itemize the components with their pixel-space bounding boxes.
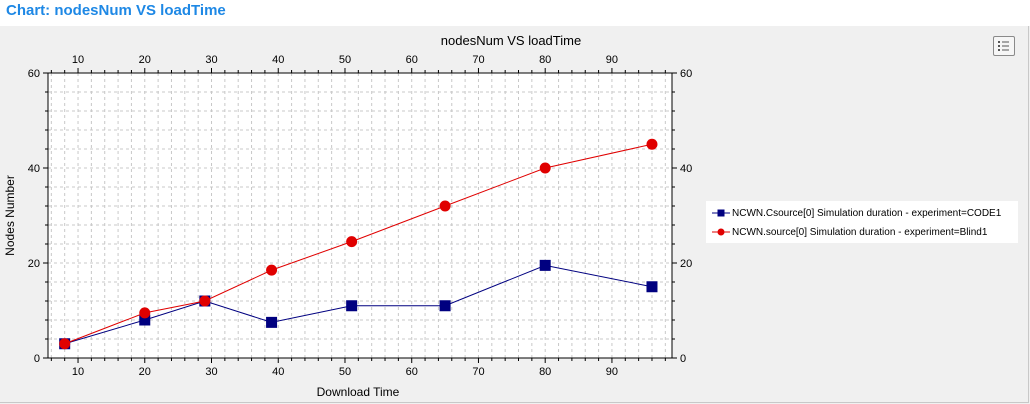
data-point-circle — [646, 138, 658, 150]
grid — [48, 72, 672, 359]
x-tick-label-bottom: 60 — [406, 366, 418, 378]
x-tick-label-top: 10 — [72, 54, 84, 66]
y-tick-label-left: 60 — [28, 68, 40, 80]
y-tick-label-left: 40 — [28, 163, 40, 175]
x-tick-label-bottom: 50 — [339, 366, 351, 378]
x-tick-label-bottom: 90 — [606, 366, 618, 378]
y-tick-label-right: 20 — [680, 258, 692, 270]
y-tick-label-right: 60 — [680, 68, 692, 80]
x-tick-label-top: 70 — [472, 54, 484, 66]
series-line-1 — [64, 143, 653, 345]
legend: NCWN.Csource[0] Simulation duration - ex… — [706, 201, 1018, 243]
page-title: Chart: nodesNum VS loadTime — [6, 2, 226, 19]
legend-toggle-button[interactable] — [993, 36, 1015, 56]
x-tick-label-top: 60 — [406, 54, 418, 66]
data-point-circle — [199, 295, 211, 307]
series-layer — [59, 138, 658, 350]
x-tick-label-top: 40 — [272, 54, 284, 66]
x-tick-label-bottom: 40 — [272, 366, 284, 378]
x-tick-label-bottom: 80 — [539, 366, 551, 378]
data-point-circle — [139, 307, 151, 319]
data-point-square — [439, 300, 451, 312]
data-point-square — [646, 281, 658, 293]
axes: 10 10 20 20 30 30 40 40 50 50 60 60 70 70 80 80 90 90 0 0 20… — [28, 54, 693, 378]
x-tick-label-top: 80 — [539, 54, 551, 66]
data-point-circle — [346, 236, 358, 248]
data-point-circle — [439, 200, 451, 212]
data-point-circle — [266, 264, 278, 276]
y-tick-label-left: 20 — [28, 258, 40, 270]
plot-border — [47, 72, 673, 359]
plot-area — [48, 73, 672, 358]
x-tick-label-bottom: 70 — [472, 366, 484, 378]
data-point-square — [266, 316, 278, 328]
x-tick-label-top: 90 — [606, 54, 618, 66]
x-tick-label-top: 20 — [139, 54, 151, 66]
chart-title: nodesNum VS loadTime — [440, 33, 582, 48]
y-tick-label-right: 40 — [680, 163, 692, 175]
data-point-square — [346, 300, 358, 312]
legend-circle-marker — [712, 228, 730, 236]
legend-square-marker — [712, 209, 730, 217]
y-axis-label: Nodes Number — [3, 175, 17, 256]
data-point-square — [139, 314, 151, 326]
x-tick-label-bottom: 30 — [205, 366, 217, 378]
x-tick-label-bottom: 20 — [139, 366, 151, 378]
legend-list-icon — [998, 41, 1009, 51]
series-line-0 — [64, 264, 653, 345]
data-point-circle — [59, 338, 71, 350]
x-tick-label-bottom: 10 — [72, 366, 84, 378]
data-point-square — [539, 259, 551, 271]
x-tick-label-top: 50 — [339, 54, 351, 66]
data-point-circle — [539, 162, 551, 174]
x-axis-label: Download Time — [317, 385, 400, 399]
x-tick-label-top: 30 — [205, 54, 217, 66]
y-tick-label-left: 0 — [34, 353, 40, 365]
legend-label-code1: NCWN.Csource[0] Simulation duration - ex… — [732, 207, 1002, 219]
legend-item-blind1: NCWN.source[0] Simulation duration - exp… — [712, 224, 987, 240]
legend-label-blind1: NCWN.source[0] Simulation duration - exp… — [732, 226, 988, 238]
legend-item-code1: NCWN.Csource[0] Simulation duration - ex… — [712, 205, 1001, 221]
y-tick-label-right: 0 — [680, 353, 686, 365]
